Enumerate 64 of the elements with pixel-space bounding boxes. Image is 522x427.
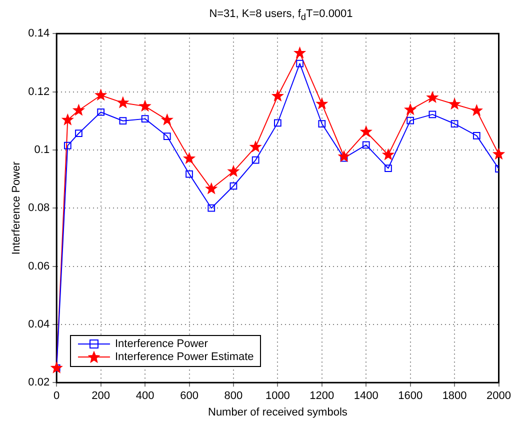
point xyxy=(119,117,127,125)
point xyxy=(384,164,392,172)
point xyxy=(141,115,149,122)
point xyxy=(186,170,193,178)
x-tick-label: 0 xyxy=(54,390,60,402)
x-tick-label: 1200 xyxy=(310,390,334,402)
point xyxy=(338,150,350,162)
point xyxy=(406,116,414,124)
point xyxy=(50,362,62,373)
x-axis-title: Number of received symbols xyxy=(208,406,348,418)
y-tick-label: 0.06 xyxy=(28,260,50,272)
point xyxy=(360,126,372,137)
point xyxy=(316,98,328,109)
chart-title: N=31, K=8 users, f$_{d}$T=0.0001 xyxy=(208,8,354,24)
y-axis-title: Interference Power xyxy=(10,161,23,255)
point xyxy=(252,156,260,164)
point xyxy=(250,141,262,152)
y-tick-label: 0.02 xyxy=(28,376,50,389)
point xyxy=(162,114,173,125)
point xyxy=(163,132,171,140)
x-tick-label: 1800 xyxy=(442,390,467,402)
point xyxy=(208,204,216,212)
point xyxy=(64,142,72,150)
point xyxy=(448,98,460,110)
legend-label: Interference Power Estimate xyxy=(114,351,254,364)
x-tick-label: 2000 xyxy=(486,390,512,402)
point xyxy=(75,130,82,138)
point xyxy=(294,47,306,58)
point xyxy=(362,141,370,149)
point xyxy=(450,120,458,128)
point xyxy=(274,119,282,127)
y-tick-label: 0.14 xyxy=(28,28,50,40)
point xyxy=(426,92,438,102)
x-tick-label: 400 xyxy=(136,390,154,402)
y-tick-label: 0.04 xyxy=(28,318,50,330)
x-tick-label: 1600 xyxy=(398,390,423,402)
point xyxy=(139,100,151,112)
point xyxy=(95,89,106,100)
x-tick-label: 600 xyxy=(180,390,198,402)
y-tick-label: 0.1 xyxy=(34,144,50,156)
point xyxy=(228,166,240,176)
point xyxy=(62,114,74,125)
y-tick-label: 0.08 xyxy=(28,202,50,214)
x-tick-label: 1400 xyxy=(354,390,378,402)
point xyxy=(296,60,304,68)
x-tick-label: 200 xyxy=(92,390,110,402)
x-tick-label: 800 xyxy=(224,390,243,402)
point xyxy=(117,96,129,108)
x-tick-label: 1000 xyxy=(265,390,290,402)
point xyxy=(73,104,84,116)
point xyxy=(318,120,326,128)
point xyxy=(230,182,238,190)
y-tick-label: 0.12 xyxy=(28,86,50,98)
point xyxy=(97,108,105,116)
point xyxy=(404,104,416,115)
point xyxy=(471,104,482,116)
point xyxy=(472,132,480,140)
point xyxy=(493,148,504,160)
point xyxy=(206,183,217,194)
point xyxy=(272,90,284,101)
point xyxy=(428,110,436,118)
legend-label: Interference Power xyxy=(114,338,209,351)
point xyxy=(184,152,195,164)
point xyxy=(382,148,394,160)
